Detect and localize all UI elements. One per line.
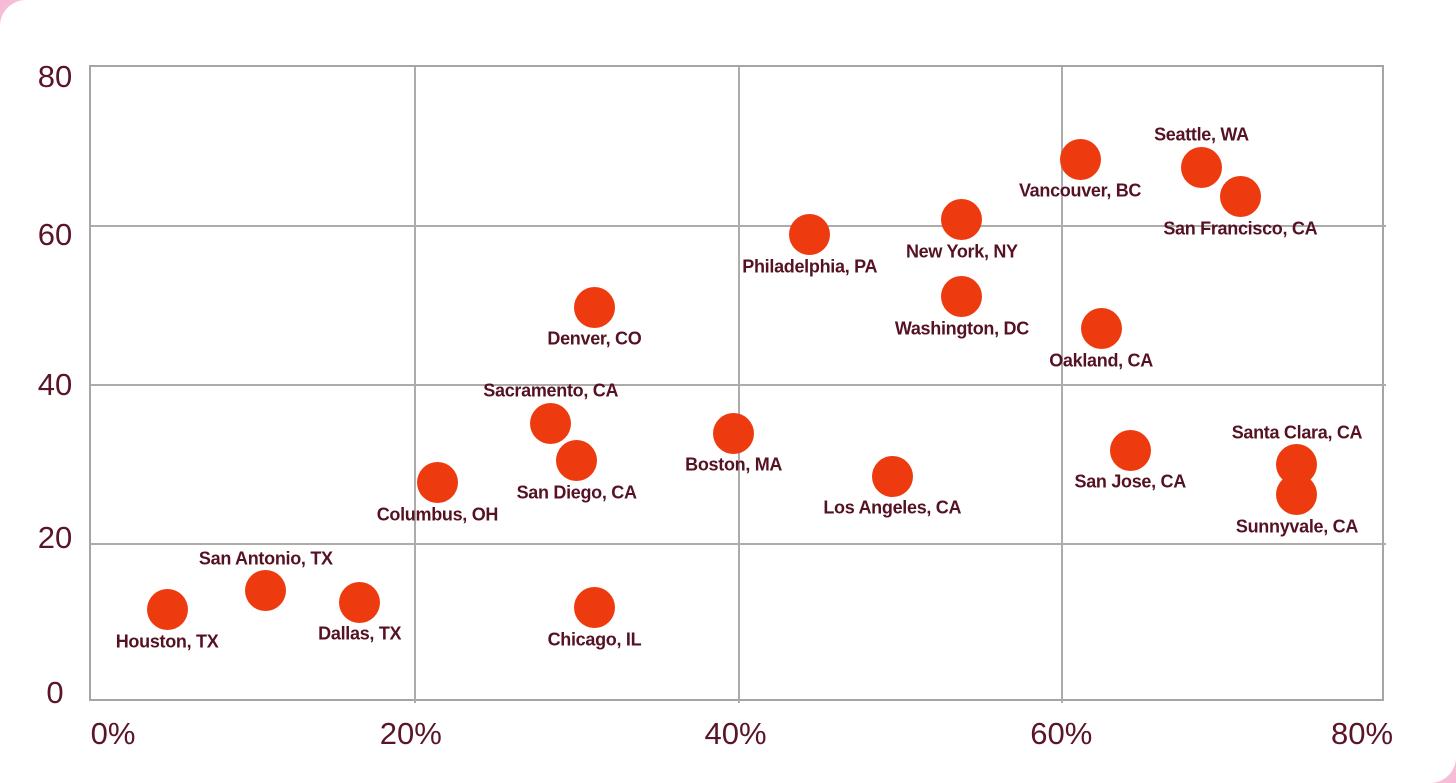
point-label-dallas-tx: Dallas, TX <box>318 623 402 644</box>
point-label-chicago-il: Chicago, IL <box>547 629 642 650</box>
point-philadelphia-pa <box>789 214 831 256</box>
point-columbus-oh <box>416 462 458 504</box>
point-label-seattle-wa: Seattle, WA <box>1154 124 1249 145</box>
point-label-houston-tx: Houston, TX <box>115 631 219 652</box>
point-sacramento-ca <box>530 402 572 444</box>
gridline-horizontal-20 <box>91 543 1386 545</box>
gridline-horizontal-60 <box>91 225 1386 227</box>
plot-area <box>89 65 1386 703</box>
point-vancouver-bc <box>1059 138 1101 180</box>
point-label-san-diego-ca: San Diego, CA <box>516 482 637 503</box>
y-tick-label-60: 60 <box>37 217 73 252</box>
x-tick-label-60: 60% <box>1030 716 1093 751</box>
point-chicago-il <box>573 587 615 629</box>
point-label-san-antonio-tx: San Antonio, TX <box>198 548 333 569</box>
point-san-francisco-ca <box>1219 176 1261 218</box>
point-label-philadelphia-pa: Philadelphia, PA <box>742 256 878 277</box>
x-tick-label-40: 40% <box>704 716 767 751</box>
y-tick-label-40: 40 <box>37 367 73 402</box>
point-label-washington-dc: Washington, DC <box>894 318 1029 339</box>
point-dallas-tx <box>339 581 381 623</box>
point-san-jose-ca <box>1109 429 1151 471</box>
point-label-santa-clara-ca: Santa Clara, CA <box>1231 422 1363 442</box>
point-label-vancouver-bc: Vancouver, BC <box>1018 180 1142 201</box>
x-tick-label-0: 0% <box>90 716 136 751</box>
x-tick-label-20: 20% <box>379 716 442 751</box>
point-label-sunnyvale-ca: Sunnyvale, CA <box>1235 516 1359 537</box>
point-san-antonio-tx <box>245 570 287 612</box>
point-boston-ma <box>713 412 755 454</box>
point-houston-tx <box>146 589 188 631</box>
point-label-denver-co: Denver, CO <box>547 328 642 349</box>
point-new-york-ny <box>941 199 983 241</box>
point-san-diego-ca <box>556 440 598 482</box>
x-tick-label-80: 80% <box>1330 716 1394 751</box>
point-oakland-ca <box>1080 308 1122 350</box>
gridline-horizontal-40 <box>91 384 1386 386</box>
point-label-san-francisco-ca: San Francisco, CA <box>1163 218 1318 239</box>
point-label-boston-ma: Boston, MA <box>685 454 783 475</box>
point-label-sacramento-ca: Sacramento, CA <box>483 380 619 401</box>
point-label-los-angeles-ca: Los Angeles, CA <box>823 497 962 518</box>
point-seattle-wa <box>1180 146 1222 188</box>
point-washington-dc <box>941 276 983 318</box>
point-sunnyvale-ca <box>1276 474 1318 516</box>
y-tick-label-0: 0 <box>46 675 64 710</box>
point-label-san-jose-ca: San Jose, CA <box>1074 471 1187 492</box>
point-label-oakland-ca: Oakland, CA <box>1049 350 1153 371</box>
point-denver-co <box>573 286 615 328</box>
point-label-new-york-ny: New York, NY <box>905 241 1018 262</box>
point-label-columbus-oh: Columbus, OH <box>376 504 499 525</box>
y-tick-label-20: 20 <box>37 520 73 555</box>
y-tick-label-80: 80 <box>37 59 73 94</box>
point-los-angeles-ca <box>871 455 913 497</box>
